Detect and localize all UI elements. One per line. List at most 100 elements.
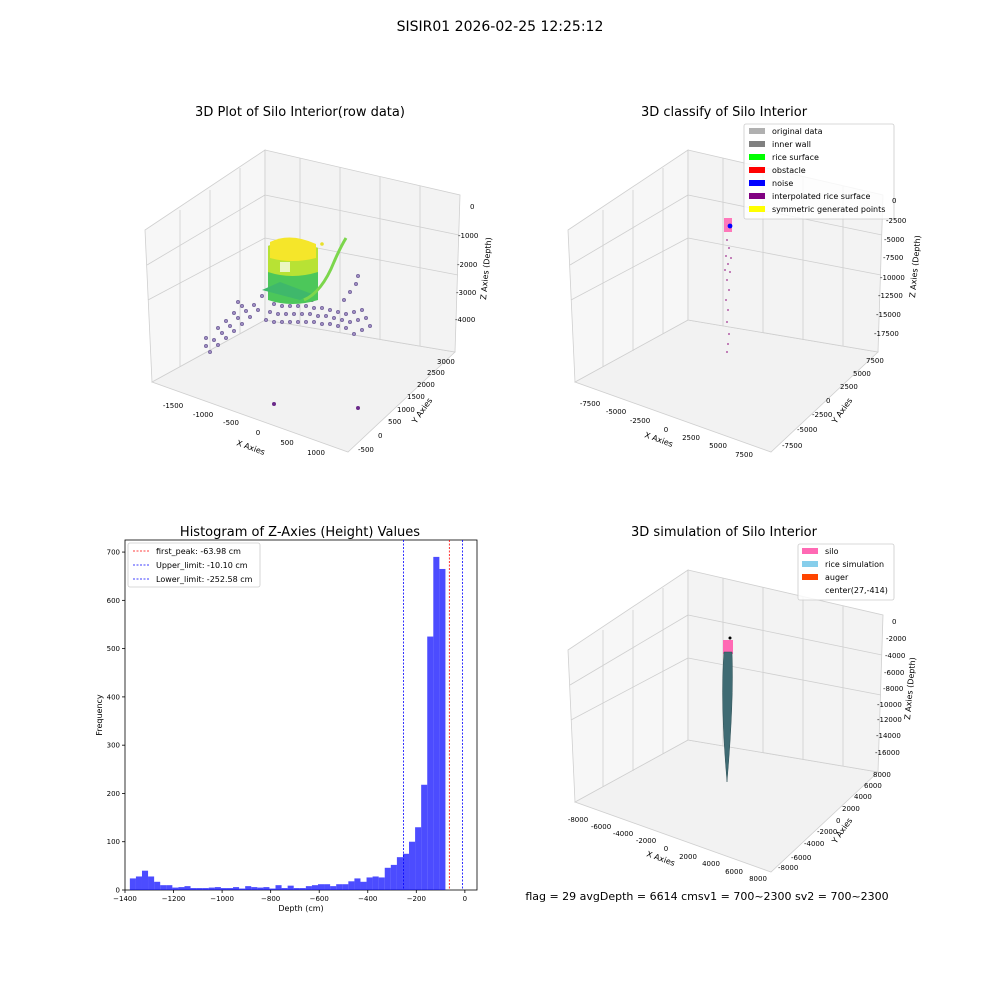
- panel4-xtick: 0: [664, 845, 668, 853]
- panel4-xtick: -4000: [613, 830, 633, 838]
- panel2-xlabel: X Axies: [643, 430, 674, 449]
- histogram-bar: [251, 887, 258, 890]
- histogram-yticks: 0 100 200 300 400 500 600 700: [107, 549, 125, 895]
- panel1-ztick: -2000: [457, 261, 477, 269]
- legend-swatch-auger: [802, 574, 818, 580]
- panel4-legend: silo rice simulation auger center(27,-41…: [797, 543, 895, 601]
- figure-suptitle: SISIR01 2026-02-25 12:25:12: [397, 19, 604, 35]
- histogram-bar: [439, 568, 446, 890]
- histogram-bar: [196, 888, 203, 890]
- panel4-ztick: -2000: [886, 635, 906, 643]
- histogram-title: Histogram of Z-Axies (Height) Values: [180, 525, 420, 540]
- histogram-ytick-label: 100: [107, 838, 120, 846]
- histogram-bar: [396, 857, 403, 890]
- histogram-ytick-label: 700: [107, 549, 120, 557]
- panel4-ztick: -12000: [877, 716, 902, 724]
- histogram-bar: [214, 887, 221, 890]
- legend-swatch-noise: [749, 180, 765, 186]
- panel1-xtick: -500: [223, 419, 239, 427]
- histogram-xtick-label: −1200: [162, 895, 186, 903]
- panel2-xtick: -7500: [580, 400, 600, 408]
- histogram-bar: [269, 888, 276, 890]
- histogram-xtick-label: −600: [310, 895, 329, 903]
- panel1-ztick: -3000: [456, 289, 476, 297]
- panel4-xtick: 8000: [749, 875, 767, 883]
- panel2-ztick: -5000: [884, 236, 904, 244]
- panel4-ztick: -8000: [883, 685, 903, 693]
- panel4-ytick: 8000: [873, 771, 891, 779]
- histogram-bar: [275, 885, 282, 890]
- histogram-bar: [226, 888, 234, 890]
- panel2-title: 3D classify of Silo Interior: [641, 105, 808, 120]
- panel1-axes-box: [144, 149, 461, 453]
- panel2-ztick: -7500: [883, 254, 903, 262]
- panel4-zticks: 0 -2000 -4000 -6000 -8000 -10000 -12000 …: [875, 618, 906, 757]
- center-marker: [728, 636, 732, 640]
- panel4-xtick: 4000: [702, 860, 720, 868]
- histogram-bar: [257, 887, 264, 890]
- panel1-colored-surface: [262, 237, 348, 304]
- panel2-ztick: -12500: [878, 292, 903, 300]
- panel2-ztick: -15000: [876, 311, 901, 319]
- histogram-xticks: −1400 −1200 −1000 −800 −600 −400 −200 0: [113, 890, 467, 903]
- panel4-xtick: -8000: [568, 816, 588, 824]
- histogram-bar: [129, 878, 136, 890]
- histogram-bar: [317, 884, 325, 890]
- legend-label-first-peak: first_peak: -63.98 cm: [156, 547, 241, 556]
- panel2-ztick: -2500: [886, 217, 906, 225]
- panel2-xtick: -5000: [606, 408, 626, 416]
- panel4-ytick: 4000: [854, 793, 872, 801]
- panel4-ytick: 0: [836, 817, 840, 825]
- panel2-zticks: 0 -2500 -5000 -7500 -10000 -12500 -15000…: [874, 197, 906, 338]
- histogram-bar: [263, 887, 270, 890]
- silo-shape: [723, 640, 733, 654]
- panel4-axes-box: [567, 569, 884, 873]
- legend-label-symmetric-generated-points: symmetric generated points: [772, 205, 885, 214]
- panel2-ztick: -17500: [874, 330, 899, 338]
- panel4-ztick: -4000: [885, 652, 905, 660]
- panel2-ytick: 2500: [840, 383, 858, 391]
- panel4-ytick: -2000: [817, 828, 837, 836]
- legend-swatch-silo: [802, 548, 818, 554]
- histogram-bar: [141, 870, 149, 890]
- panel4-ytick: -8000: [778, 864, 798, 872]
- histogram-bar: [348, 881, 355, 890]
- histogram-bars: [129, 556, 446, 890]
- histogram-bar: [372, 876, 379, 890]
- panel2-ztick: 0: [892, 197, 896, 205]
- panel1-ytick: 2500: [427, 369, 445, 377]
- panel-raw-data: 3D Plot of Silo Interior(row data): [144, 105, 493, 457]
- panel1-xtick: 0: [256, 429, 260, 437]
- panel2-xtick: 0: [664, 426, 668, 434]
- status-text: flag = 29 avgDepth = 6614 cmsv1 = 700~23…: [525, 890, 888, 903]
- histogram-bar: [415, 827, 422, 890]
- histogram-bar: [135, 876, 142, 890]
- panel2-classified-points: [724, 218, 733, 353]
- histogram-xtick-label: −1000: [210, 895, 234, 903]
- panel2-xticks: -7500 -5000 -2500 0 2500 5000 7500: [580, 400, 753, 459]
- legend-label-center: center(27,-414): [825, 586, 888, 595]
- panel1-ytick: -500: [358, 446, 374, 454]
- panel2-zlabel: Z Axies (Depth): [908, 235, 922, 298]
- panel2-ytick: 7500: [866, 357, 884, 365]
- histogram-bar: [336, 884, 343, 890]
- legend-swatch-rice-simulation: [802, 561, 818, 567]
- rice-simulation-shape: [722, 651, 733, 783]
- panel1-xtick: 500: [280, 439, 293, 447]
- panel4-ytick: -6000: [791, 854, 811, 862]
- histogram-bar: [421, 784, 428, 890]
- histogram-bar: [354, 878, 361, 890]
- histogram-bar: [184, 886, 191, 890]
- histogram-bar: [166, 885, 173, 890]
- histogram-bar: [208, 887, 215, 890]
- panel1-ytick: 3000: [437, 358, 455, 366]
- histogram-bar: [305, 886, 312, 890]
- histogram-bar: [281, 888, 288, 890]
- legend-swatch-symmetric-generated-points: [749, 206, 765, 212]
- histogram-bar: [160, 885, 167, 890]
- histogram-bar: [390, 864, 397, 890]
- panel1-xtick: -1000: [193, 411, 213, 419]
- panel2-axes-box: [567, 149, 884, 453]
- panel2-yticks: -7500 -5000 -2500 0 2500 5000 7500: [782, 357, 884, 450]
